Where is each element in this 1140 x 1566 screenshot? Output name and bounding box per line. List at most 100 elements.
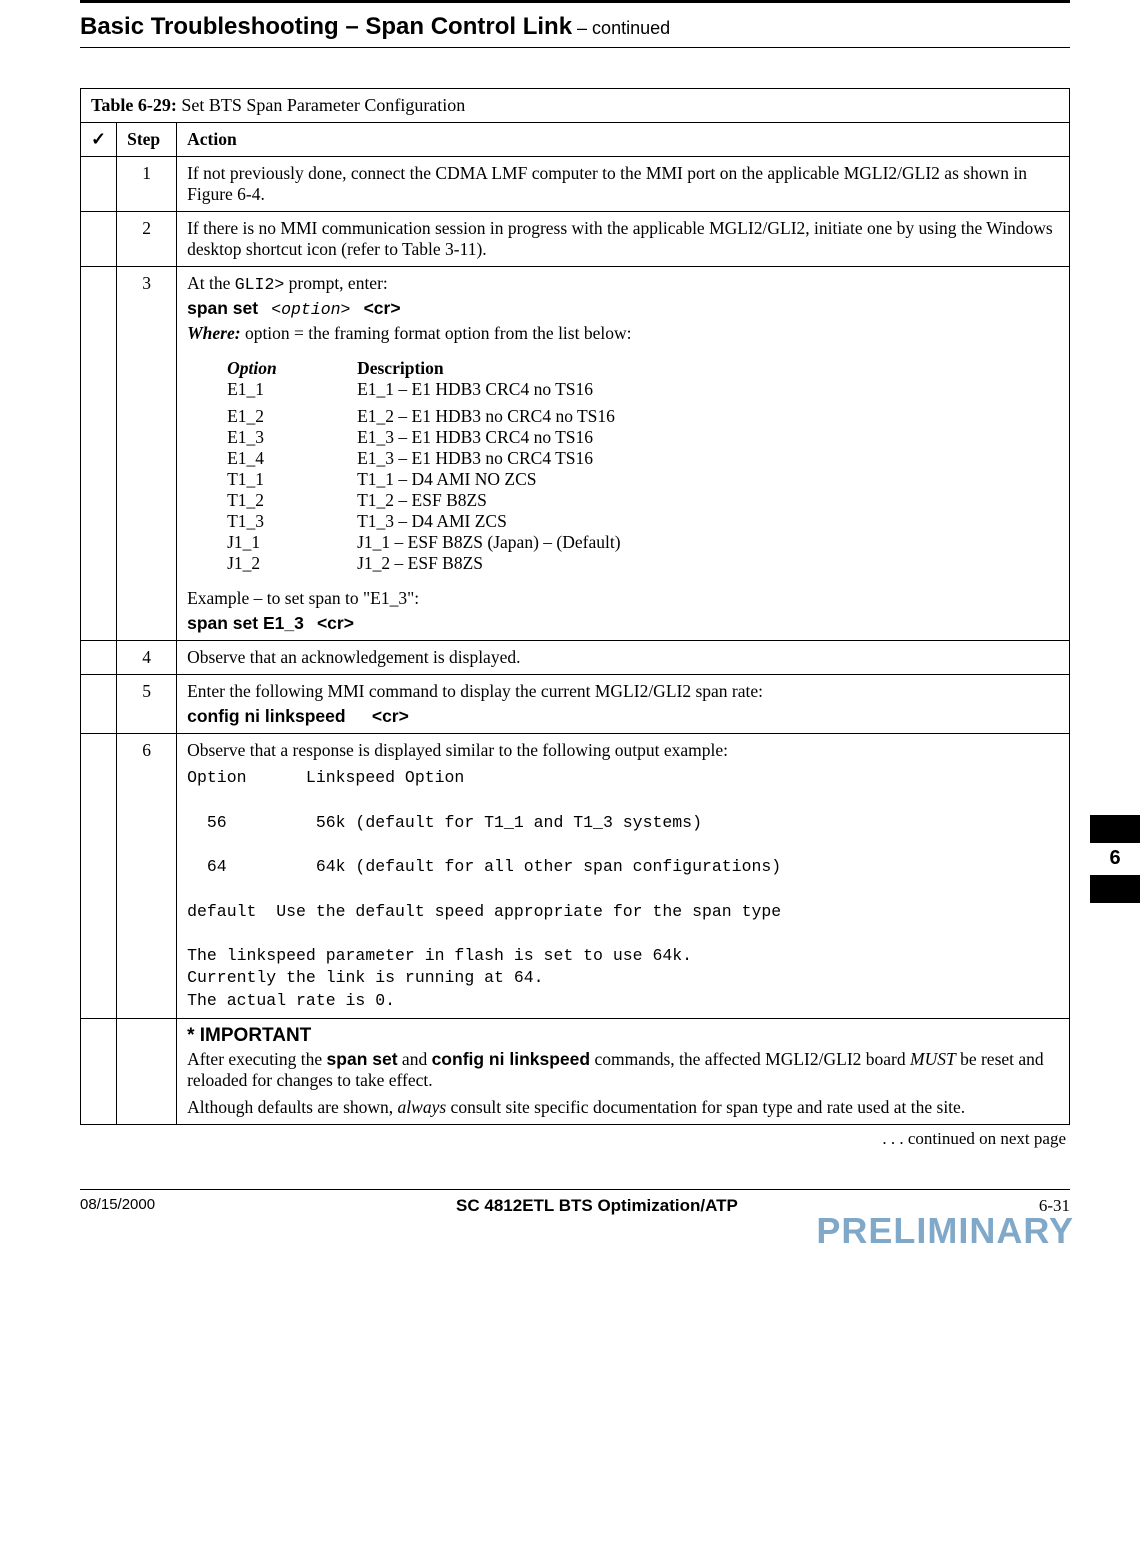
page-footer: 08/15/2000 SC 4812ETL BTS Optimization/A… bbox=[80, 1190, 1070, 1216]
continued-label: . . . continued on next page bbox=[80, 1129, 1066, 1149]
tab-block-top bbox=[1090, 815, 1140, 843]
col-check-header: ✓ bbox=[81, 123, 117, 157]
opt-desc: T1_3 – D4 AMI ZCS bbox=[357, 511, 1059, 532]
check-cell bbox=[81, 157, 117, 212]
always: always bbox=[398, 1097, 447, 1117]
title-underline bbox=[80, 47, 1070, 48]
cmd-opt: <option> bbox=[271, 300, 350, 319]
option-row: E1_3E1_3 – E1 HDB3 CRC4 no TS16 bbox=[227, 427, 1059, 448]
cmd-bold: span set bbox=[187, 298, 258, 318]
opt-desc: J1_2 – ESF B8ZS bbox=[357, 553, 1059, 574]
where-label: Where: bbox=[187, 323, 240, 343]
cmd-cr: <cr> bbox=[317, 613, 354, 633]
footer-doc-title: SC 4812ETL BTS Optimization/ATP bbox=[456, 1196, 738, 1215]
action-cell: * IMPORTANT After executing the span set… bbox=[177, 1018, 1070, 1124]
table-row: 5 Enter the following MMI command to dis… bbox=[81, 675, 1070, 734]
cmd-bold: span set E1_3 bbox=[187, 613, 304, 633]
opt-desc: E1_3 – E1 HDB3 CRC4 no TS16 bbox=[357, 427, 1059, 448]
tab-block-bottom bbox=[1090, 875, 1140, 903]
col-step-header: Step bbox=[117, 123, 177, 157]
action-cell: Enter the following MMI command to displ… bbox=[177, 675, 1070, 734]
option-row: T1_2T1_2 – ESF B8ZS bbox=[227, 490, 1059, 511]
options-header-row: Option Description bbox=[227, 358, 1059, 379]
cmd-bold: config ni linkspeed bbox=[187, 706, 346, 726]
step-cell: 2 bbox=[117, 212, 177, 267]
opt-key: J1_2 bbox=[227, 553, 357, 574]
option-row: T1_1T1_1 – D4 AMI NO ZCS bbox=[227, 469, 1059, 490]
check-cell bbox=[81, 267, 117, 641]
where-rest: option = the framing format option from … bbox=[241, 323, 632, 343]
footer-date: 08/15/2000 bbox=[80, 1196, 155, 1213]
step-cell: 5 bbox=[117, 675, 177, 734]
txt: prompt, enter: bbox=[284, 273, 388, 293]
table-row: 3 At the GLI2> prompt, enter: span set <… bbox=[81, 267, 1070, 641]
opt-key: E1_1 bbox=[227, 379, 357, 400]
action-cell: At the GLI2> prompt, enter: span set <op… bbox=[177, 267, 1070, 641]
txt: Although defaults are shown, bbox=[187, 1097, 397, 1117]
table-row: * IMPORTANT After executing the span set… bbox=[81, 1018, 1070, 1124]
txt: commands, the affected MGLI2/GLI2 board bbox=[590, 1049, 910, 1069]
step3-where: Where: option = the framing format optio… bbox=[187, 323, 1059, 344]
cmd-cr: <cr> bbox=[364, 298, 401, 318]
title-cont: – continued bbox=[572, 18, 670, 38]
step3-example: Example – to set span to "E1_3": bbox=[187, 588, 1059, 609]
step-cell bbox=[117, 1018, 177, 1124]
opt-desc: T1_2 – ESF B8ZS bbox=[357, 490, 1059, 511]
opt-key: E1_2 bbox=[227, 406, 357, 427]
action-cell: Observe that a response is displayed sim… bbox=[177, 734, 1070, 1019]
step3-cmd1: span set <option> <cr> bbox=[187, 298, 1059, 319]
option-row: J1_2J1_2 – ESF B8ZS bbox=[227, 553, 1059, 574]
step3-line1: At the GLI2> prompt, enter: bbox=[187, 273, 1059, 294]
table-row: 2 If there is no MMI communication sessi… bbox=[81, 212, 1070, 267]
bold1: span set bbox=[327, 1049, 398, 1069]
option-row: E1_4E1_3 – E1 HDB3 no CRC4 TS16 bbox=[227, 448, 1059, 469]
option-row: T1_3T1_3 – D4 AMI ZCS bbox=[227, 511, 1059, 532]
option-row: E1_2E1_2 – E1 HDB3 no CRC4 no TS16 bbox=[227, 406, 1059, 427]
action-cell: If not previously done, connect the CDMA… bbox=[177, 157, 1070, 212]
opt-desc: J1_1 – ESF B8ZS (Japan) – (Default) bbox=[357, 532, 1059, 553]
step6-output: Option Linkspeed Option 56 56k (default … bbox=[187, 767, 1059, 1012]
table-caption: Table 6-29: Set BTS Span Parameter Confi… bbox=[81, 89, 1070, 123]
action-cell: Observe that an acknowledgement is displ… bbox=[177, 641, 1070, 675]
preliminary-watermark: PRELIMINARY bbox=[80, 1210, 1074, 1252]
opt-key: T1_3 bbox=[227, 511, 357, 532]
option-row: J1_1J1_1 – ESF B8ZS (Japan) – (Default) bbox=[227, 532, 1059, 553]
step-cell: 3 bbox=[117, 267, 177, 641]
important-p1: After executing the span set and config … bbox=[187, 1049, 1059, 1091]
option-row: E1_1E1_1 – E1 HDB3 CRC4 no TS16 bbox=[227, 379, 1059, 400]
must: MUST bbox=[910, 1049, 956, 1069]
step6-line1: Observe that a response is displayed sim… bbox=[187, 740, 1059, 761]
important-p2: Although defaults are shown, always cons… bbox=[187, 1097, 1059, 1118]
step5-cmd: config ni linkspeed <cr> bbox=[187, 706, 1059, 727]
table-row: 1 If not previously done, connect the CD… bbox=[81, 157, 1070, 212]
opt-desc: E1_3 – E1 HDB3 no CRC4 TS16 bbox=[357, 448, 1059, 469]
opt-key: E1_4 bbox=[227, 448, 357, 469]
tab-number: 6 bbox=[1090, 843, 1140, 875]
chapter-tab: 6 bbox=[1090, 815, 1140, 903]
check-cell bbox=[81, 734, 117, 1019]
check-cell bbox=[81, 1018, 117, 1124]
page-title: Basic Troubleshooting – Span Control Lin… bbox=[80, 5, 1070, 47]
step-cell: 6 bbox=[117, 734, 177, 1019]
opt-key: T1_2 bbox=[227, 490, 357, 511]
check-cell bbox=[81, 641, 117, 675]
txt: After executing the bbox=[187, 1049, 326, 1069]
opt-desc: E1_1 – E1 HDB3 CRC4 no TS16 bbox=[357, 379, 1059, 400]
opt-header-desc: Description bbox=[357, 358, 444, 378]
cmd-cr: <cr> bbox=[372, 706, 409, 726]
step-cell: 1 bbox=[117, 157, 177, 212]
table-row: 6 Observe that a response is displayed s… bbox=[81, 734, 1070, 1019]
procedure-table: Table 6-29: Set BTS Span Parameter Confi… bbox=[80, 88, 1070, 1125]
txt: consult site specific documentation for … bbox=[446, 1097, 965, 1117]
step5-line1: Enter the following MMI command to displ… bbox=[187, 681, 1059, 702]
top-rule bbox=[80, 0, 1070, 3]
check-cell bbox=[81, 675, 117, 734]
table-row: 4 Observe that an acknowledgement is dis… bbox=[81, 641, 1070, 675]
action-cell: If there is no MMI communication session… bbox=[177, 212, 1070, 267]
options-block: Option Description E1_1E1_1 – E1 HDB3 CR… bbox=[227, 358, 1059, 574]
footer-center: SC 4812ETL BTS Optimization/ATP bbox=[155, 1196, 1039, 1216]
txt: and bbox=[398, 1049, 432, 1069]
txt: At the bbox=[187, 273, 235, 293]
opt-key: E1_3 bbox=[227, 427, 357, 448]
opt-key: J1_1 bbox=[227, 532, 357, 553]
